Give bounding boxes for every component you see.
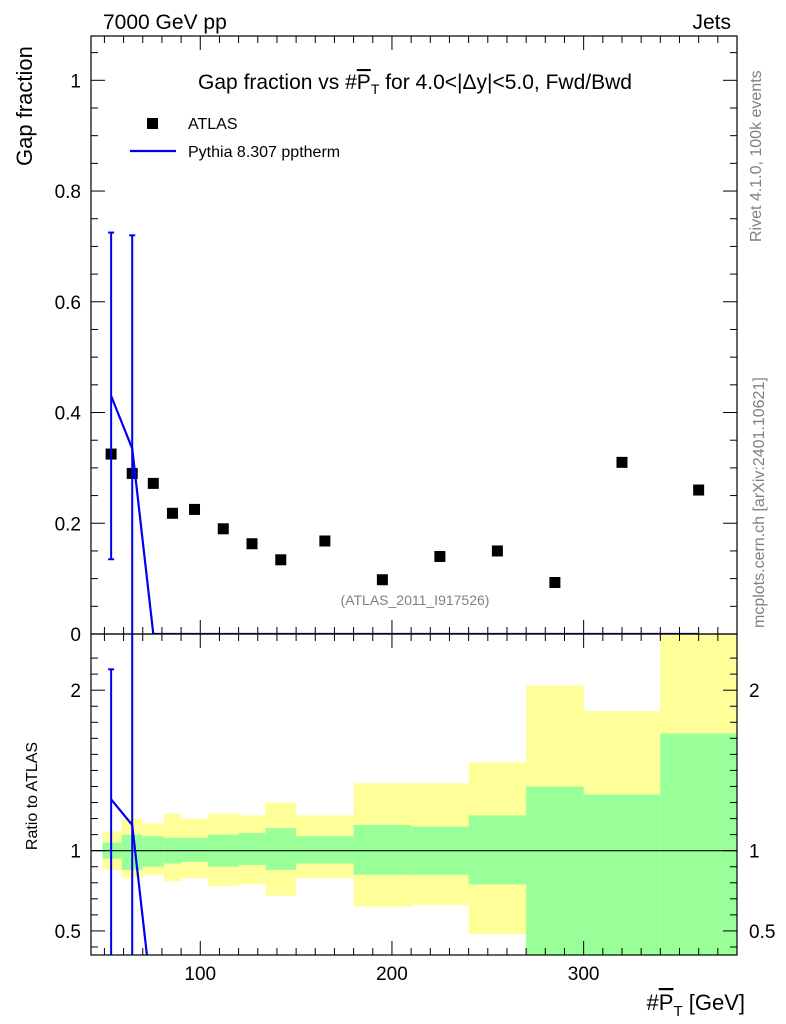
main-ytick-label: 0.8	[55, 182, 81, 203]
ratio-ytick-label: 1	[70, 842, 81, 863]
main-ytick-label: 0.4	[55, 404, 82, 425]
title-suffix: for 4.0<|Δy|<5.0, Fwd/Bwd	[379, 71, 632, 94]
legend-atlas-marker	[147, 118, 158, 129]
atlas-point	[275, 554, 287, 566]
ratio-band-green	[468, 815, 527, 885]
main-ytick-label: 0.6	[55, 293, 81, 314]
ratio-band-green	[583, 794, 661, 955]
mcplots-label: mcplots.cern.ch [arXiv:2401.10621]	[751, 377, 768, 628]
analysis-watermark: (ATLAS_2011_I917526)	[341, 592, 490, 608]
main-ytick-label: 0.2	[55, 514, 81, 535]
legend: ATLAS Pythia 8.307 pptherm	[130, 116, 340, 161]
main-chart-title: Gap fraction vs #PT for 4.0<|Δy|<5.0, Fw…	[198, 71, 632, 97]
xlabel-sub: T	[673, 1003, 682, 1020]
ratio-band-green	[353, 824, 412, 875]
xlabel-prefix: #	[647, 990, 660, 1015]
header-right-label: Jets	[692, 11, 731, 34]
atlas-point	[616, 456, 628, 468]
ratio-band-green	[296, 836, 354, 864]
atlas-point	[549, 577, 561, 589]
ratio-xtick-label: 200	[376, 964, 408, 985]
legend-pythia-label: Pythia 8.307 pptherm	[188, 144, 340, 161]
ratio-band-green	[660, 733, 737, 955]
header-left-label: 7000 GeV pp	[103, 11, 227, 34]
atlas-point	[189, 503, 201, 515]
ratio-xtick-label: 100	[184, 964, 216, 985]
main-panel: Gap fraction Gap fraction vs #PT for 4.0…	[12, 36, 737, 646]
ratio-panel: Ratio to ATLAS 0.5 0.5 1 1 2 2 100 200 300 #PT […	[24, 634, 775, 1020]
main-ytick-label: 1	[70, 71, 81, 92]
title-prefix: Gap fraction vs #	[198, 71, 357, 94]
ratio-frame	[90, 633, 738, 956]
atlas-point	[434, 550, 446, 562]
atlas-point	[693, 484, 705, 496]
main-y-axis-label: Gap fraction	[12, 46, 37, 166]
ratio-band-green	[142, 836, 164, 867]
ratio-ytick-label: 2	[70, 681, 81, 702]
ratio-ytick-label-right: 2	[749, 681, 760, 702]
atlas-point	[246, 538, 258, 550]
ratio-ytick-label: 0.5	[55, 922, 81, 943]
atlas-point	[147, 477, 159, 489]
main-ytick-label: 0	[70, 625, 81, 646]
ratio-band-green	[265, 828, 297, 870]
ratio-band-green	[526, 786, 584, 955]
rivet-label: Rivet 4.1.0, 100k events	[748, 70, 765, 242]
atlas-point	[166, 507, 178, 519]
ratio-band-green	[181, 837, 208, 862]
atlas-point	[319, 535, 331, 547]
atlas-point	[491, 545, 503, 557]
title-var: P	[357, 71, 371, 94]
ratio-y-axis-label: Ratio to ATLAS	[24, 742, 41, 850]
ratio-xtick-label: 300	[568, 964, 600, 985]
xlabel-suffix: [GeV]	[683, 990, 745, 1015]
ratio-ytick-label-right: 1	[749, 842, 760, 863]
atlas-point	[217, 523, 229, 535]
ratio-band-green	[238, 833, 266, 866]
xlabel-var: P	[659, 990, 674, 1015]
title-sub: T	[371, 81, 380, 97]
legend-atlas-label: ATLAS	[188, 116, 238, 133]
ratio-ytick-label-right: 0.5	[749, 922, 775, 943]
x-axis-label: #PT [GeV]	[647, 990, 745, 1020]
atlas-point	[376, 574, 388, 586]
